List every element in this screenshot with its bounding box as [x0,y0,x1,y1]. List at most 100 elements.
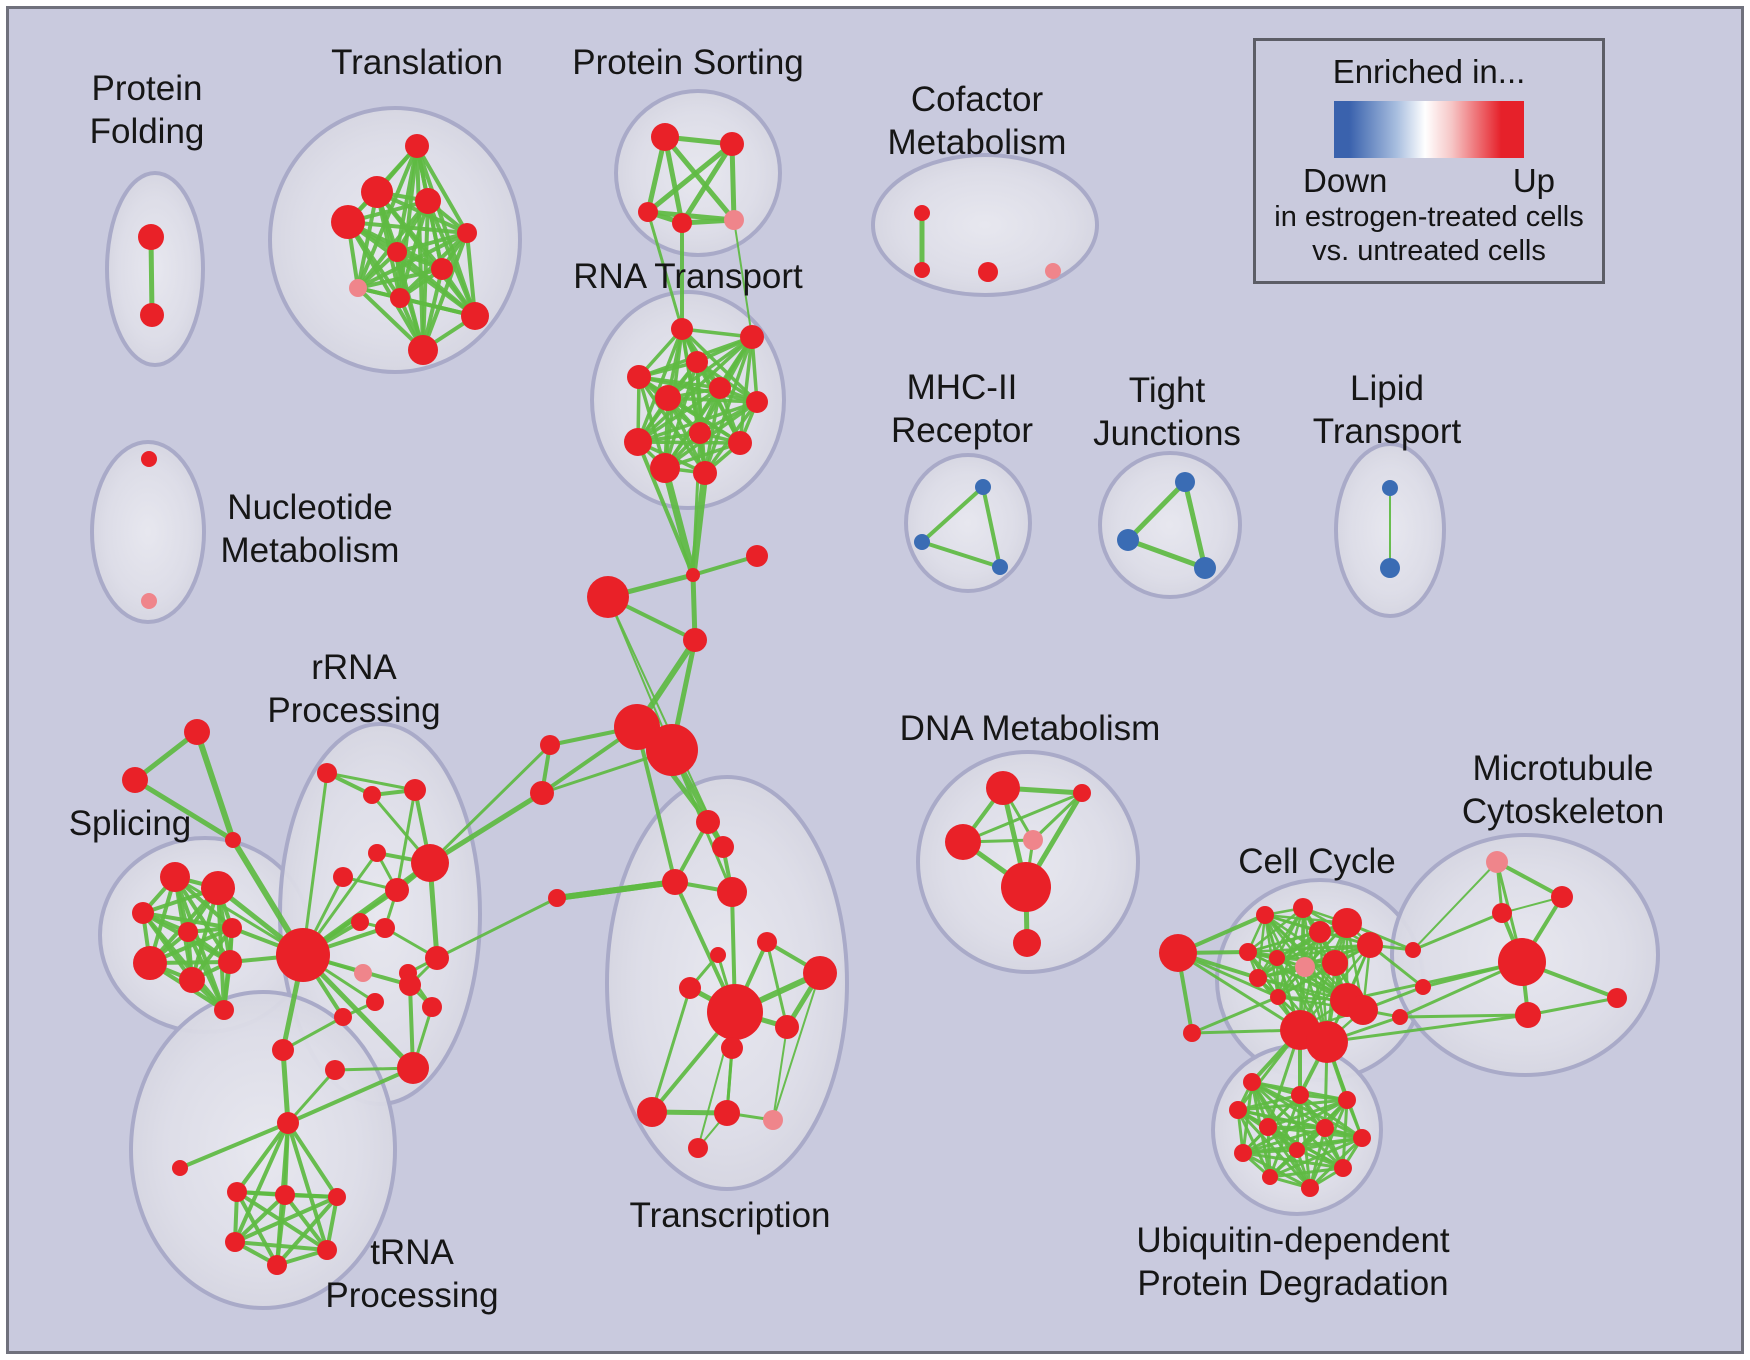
gene-set-node-splicing [218,950,242,974]
legend-down-label: Down [1303,162,1388,199]
network-edge [427,790,545,866]
nodes-layer [122,123,1627,1275]
gene-set-node-cc [1392,1009,1408,1025]
gene-set-node-cc [1183,1024,1201,1042]
gene-set-node-ub [1259,1118,1277,1136]
cluster-label-ub: Ubiquitin-dependent [1136,1221,1450,1260]
gene-set-node-ub [1316,1119,1334,1137]
gene-set-node-cc [1256,906,1274,924]
gene-set-node-transcription [548,889,566,907]
network-edge [132,729,200,783]
gene-set-node-chain [746,545,768,567]
cluster-label-lipid: Transport [1313,412,1462,451]
network-edge [1256,921,1349,980]
network-edge [1345,960,1524,1002]
cluster-label-mt: Cytoskeleton [1462,792,1664,831]
gene-set-node-cc [1239,943,1257,961]
gene-set-node-rrna [333,867,353,887]
gene-set-node-transcription [696,810,720,834]
network-edge [283,1193,329,1252]
gene-set-node-trna [328,1188,346,1206]
gene-set-node-ub [1234,1144,1252,1162]
gene-set-node-folding [140,303,164,327]
network-edge [178,1121,290,1170]
network-edge [772,972,821,1121]
gene-set-node-rrna [375,918,395,938]
network-edge [428,743,552,865]
gene-set-node-splicing [201,871,235,905]
gene-set-node-cofactor [978,262,998,282]
network-edge [1411,911,1504,952]
network-edge [765,940,789,1029]
network-edge [1246,943,1372,954]
network-edge [1268,1166,1345,1179]
gene-set-node-rrna [385,878,409,902]
legend-up-label: Up [1512,162,1555,199]
gene-set-node-ub [1229,1101,1247,1119]
gene-set-node-translation [408,335,438,365]
network-edge [1125,479,1188,543]
gene-set-node-splicing [160,862,190,892]
cluster-label-nucleotide: Nucleotide [227,488,392,527]
network-edge [356,231,469,290]
network-edge [346,220,469,235]
network-edge [679,141,735,226]
network-edge [148,234,155,318]
network-edge [636,386,722,444]
gene-set-node-ub [1334,1159,1352,1177]
network-edge [233,1240,329,1252]
network-edge [286,1121,329,1252]
gene-set-node-ub [1291,1086,1309,1104]
network-edge [275,1193,287,1267]
gene-set-node-translation [405,134,429,158]
gene-set-node-cc [1295,957,1315,977]
gene-set-node-trna [267,1255,287,1275]
gene-set-node-rna [709,377,731,399]
network-edge [395,788,417,892]
network-edge [1031,791,1084,842]
legend-caption-line1: in estrogen-treated cells [1274,201,1584,233]
gene-set-node-sorting [724,210,744,230]
cluster-label-cofactor: Cofactor [911,80,1044,119]
gene-set-node-folding [138,224,164,250]
network-edge [1236,1093,1302,1112]
network-edge [636,440,742,445]
cluster-label-ub: Protein Degradation [1137,1264,1448,1303]
gene-set-node-transcription [688,1138,708,1158]
gene-set-node-mt [1486,851,1508,873]
gene-set-node-rrna [404,779,426,801]
gene-set-node-cc [1415,979,1431,995]
gene-set-node-rrna [397,1052,429,1084]
gene-set-node-trna [317,1240,337,1260]
network-edge [301,771,329,957]
network-edge [286,1068,337,1125]
cluster-label-folding: Protein [92,69,203,108]
gene-set-node-rrna [399,974,421,996]
network-edge [661,464,697,579]
network-edge [1398,1013,1530,1019]
network-edge [435,896,559,960]
network-edge [356,144,419,290]
cluster-label-cofactor: Metabolism [888,123,1067,162]
network-edge [691,554,759,577]
network-edge [1236,1098,1349,1112]
network-edge [233,1121,290,1244]
gene-set-node-mhc [975,479,991,495]
network-edge [1526,996,1619,1017]
network-edge [356,267,444,290]
gene-set-node-lipid [1382,480,1398,496]
network-edge [415,144,469,235]
gene-set-node-chain [587,576,629,618]
network-edge [1266,1098,1349,1129]
network-edge [280,1047,291,1126]
network-edge [235,1121,290,1194]
gene-set-node-transcription [775,1015,799,1039]
gene-set-node-mt [1515,1002,1541,1028]
gene-set-node-splicing [132,902,154,924]
gene-set-node-ub [1301,1179,1319,1197]
gene-set-node-nucleotide [141,593,157,609]
gene-set-node-mhc [914,534,930,550]
gene-set-node-sorting [720,132,744,156]
network-edge [141,911,234,930]
